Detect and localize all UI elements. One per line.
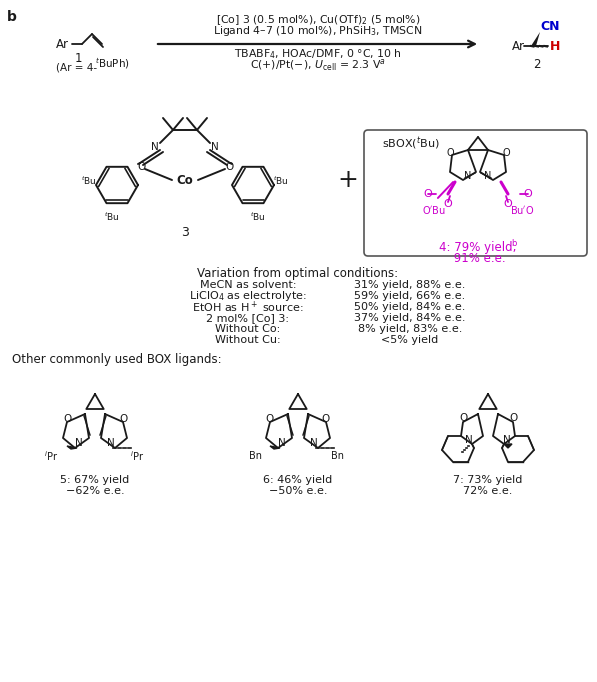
Text: 2: 2 bbox=[533, 59, 541, 72]
Text: N: N bbox=[484, 171, 492, 181]
Text: H: H bbox=[550, 40, 561, 53]
Text: +: + bbox=[337, 168, 358, 192]
Text: O: O bbox=[225, 162, 233, 172]
Text: O: O bbox=[446, 148, 454, 158]
Text: 6: 46% yield: 6: 46% yield bbox=[263, 475, 333, 485]
Text: O: O bbox=[137, 162, 145, 172]
Text: $^t$Bu: $^t$Bu bbox=[250, 211, 266, 223]
Text: Ar: Ar bbox=[56, 38, 69, 50]
Text: O: O bbox=[322, 414, 330, 424]
Text: 91% e.e.: 91% e.e. bbox=[450, 252, 506, 265]
Text: Other commonly used BOX ligands:: Other commonly used BOX ligands: bbox=[12, 353, 221, 366]
Text: Co: Co bbox=[177, 173, 193, 186]
Text: O: O bbox=[504, 199, 512, 209]
Text: MeCN as solvent:: MeCN as solvent: bbox=[200, 280, 296, 290]
Text: N: N bbox=[464, 171, 472, 181]
Text: −50% e.e.: −50% e.e. bbox=[269, 486, 327, 496]
Text: Ar: Ar bbox=[512, 40, 525, 53]
Text: [Co] 3 (0.5 mol%), Cu(OTf)$_2$ (5 mol%): [Co] 3 (0.5 mol%), Cu(OTf)$_2$ (5 mol%) bbox=[216, 13, 420, 27]
Text: (Ar = 4-: (Ar = 4- bbox=[56, 63, 97, 73]
Text: sBOX($^t$Bu): sBOX($^t$Bu) bbox=[382, 136, 440, 152]
Text: b: b bbox=[7, 10, 17, 24]
Text: Without Co:: Without Co: bbox=[216, 324, 281, 334]
Polygon shape bbox=[531, 32, 540, 46]
FancyBboxPatch shape bbox=[364, 130, 587, 256]
Text: Without Cu:: Without Cu: bbox=[215, 335, 281, 345]
Polygon shape bbox=[270, 446, 280, 449]
Text: N: N bbox=[278, 438, 286, 448]
Text: TBABF$_4$, HOAc/DMF, 0 °C, 10 h: TBABF$_4$, HOAc/DMF, 0 °C, 10 h bbox=[234, 47, 402, 61]
Text: O$'$Bu: O$'$Bu bbox=[422, 204, 446, 216]
Text: Bn: Bn bbox=[331, 451, 344, 461]
Text: O: O bbox=[459, 413, 467, 423]
Text: O: O bbox=[524, 189, 533, 199]
Text: N: N bbox=[503, 435, 511, 445]
Text: N: N bbox=[211, 142, 219, 152]
Text: N: N bbox=[151, 142, 159, 152]
Text: N: N bbox=[75, 438, 83, 448]
Polygon shape bbox=[504, 444, 512, 448]
Text: 59% yield, 66% e.e.: 59% yield, 66% e.e. bbox=[355, 291, 466, 301]
Text: CN: CN bbox=[540, 20, 559, 33]
Text: O: O bbox=[63, 414, 71, 424]
Text: Bn: Bn bbox=[250, 451, 263, 461]
Text: O: O bbox=[444, 199, 453, 209]
Text: N: N bbox=[107, 438, 115, 448]
Text: 37% yield, 84% e.e.: 37% yield, 84% e.e. bbox=[354, 313, 466, 323]
Text: 7: 73% yield: 7: 73% yield bbox=[453, 475, 523, 485]
Text: $^t$Bu: $^t$Bu bbox=[104, 211, 120, 223]
Text: $^t$Bu: $^t$Bu bbox=[81, 175, 97, 187]
Text: O: O bbox=[424, 189, 432, 199]
Text: Variation from optimal conditions:: Variation from optimal conditions: bbox=[198, 267, 399, 280]
Text: $^i$Pr: $^i$Pr bbox=[44, 449, 58, 463]
Text: O: O bbox=[502, 148, 510, 158]
Text: 4: 79% yield,: 4: 79% yield, bbox=[439, 241, 516, 254]
Text: 5: 67% yield: 5: 67% yield bbox=[60, 475, 130, 485]
Text: −62% e.e.: −62% e.e. bbox=[66, 486, 124, 496]
Text: 31% yield, 88% e.e.: 31% yield, 88% e.e. bbox=[354, 280, 466, 290]
Text: $^t$BuPh): $^t$BuPh) bbox=[95, 57, 130, 72]
Text: $^i$Pr: $^i$Pr bbox=[130, 449, 144, 463]
Text: $^t$Bu: $^t$Bu bbox=[273, 175, 289, 187]
Text: EtOH as H$^+$ source:: EtOH as H$^+$ source: bbox=[192, 299, 304, 314]
Text: 1: 1 bbox=[74, 52, 82, 65]
Text: LiClO$_4$ as electrolyte:: LiClO$_4$ as electrolyte: bbox=[189, 289, 307, 303]
Text: 2 mol% [Co] 3:: 2 mol% [Co] 3: bbox=[207, 313, 290, 323]
Text: 72% e.e.: 72% e.e. bbox=[463, 486, 513, 496]
Text: 3: 3 bbox=[181, 226, 189, 239]
Text: O: O bbox=[119, 414, 127, 424]
Text: O: O bbox=[266, 414, 274, 424]
Text: O: O bbox=[509, 413, 517, 423]
Text: N: N bbox=[465, 435, 473, 445]
Text: N: N bbox=[310, 438, 318, 448]
Polygon shape bbox=[67, 446, 77, 449]
Text: 50% yield, 84% e.e.: 50% yield, 84% e.e. bbox=[354, 302, 466, 312]
Text: Ligand 4–7 (10 mol%), PhSiH$_3$, TMSCN: Ligand 4–7 (10 mol%), PhSiH$_3$, TMSCN bbox=[213, 24, 423, 38]
Text: b: b bbox=[511, 239, 516, 248]
Text: C(+)/Pt(−), $U_{\mathrm{cell}}$ = 2.3 V$^a$: C(+)/Pt(−), $U_{\mathrm{cell}}$ = 2.3 V$… bbox=[250, 57, 386, 73]
Text: <5% yield: <5% yield bbox=[381, 335, 439, 345]
Text: Bu$'$O: Bu$'$O bbox=[510, 204, 534, 216]
Text: 8% yield, 83% e.e.: 8% yield, 83% e.e. bbox=[358, 324, 462, 334]
